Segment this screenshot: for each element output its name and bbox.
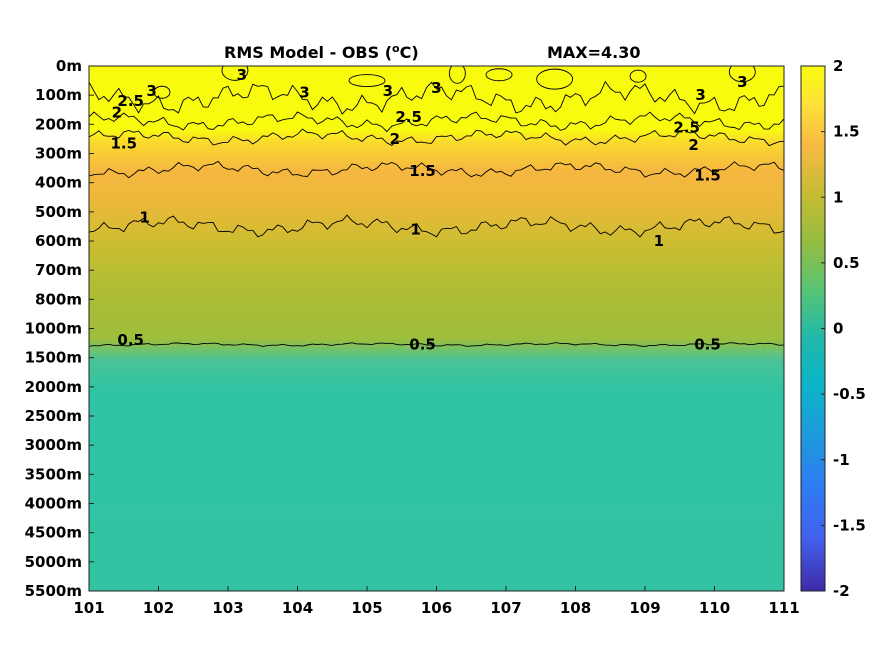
contour-3-cell bbox=[348, 74, 386, 88]
y-tick-label: 0m bbox=[56, 57, 82, 75]
contour-label: 3 bbox=[737, 73, 747, 91]
y-tick-label: 4500m bbox=[25, 524, 82, 542]
x-tick-label: 102 bbox=[143, 599, 174, 617]
contour-label: 3 bbox=[695, 86, 705, 104]
x-axis: 101 102 103 104 105 106 107 108 109 110 111 bbox=[73, 586, 800, 617]
colorbar-tick-label: -0.5 bbox=[833, 385, 866, 403]
y-tick-label: 2000m bbox=[25, 378, 82, 396]
contour-label: 2 bbox=[688, 136, 698, 154]
x-tick-label: 106 bbox=[421, 599, 452, 617]
contour-label: 3 bbox=[237, 66, 247, 84]
chart-max-label: MAX=4.30 bbox=[547, 43, 641, 62]
y-tick-label: 3000m bbox=[25, 436, 82, 454]
x-tick-label: 108 bbox=[560, 599, 591, 617]
colorbar-tick-label: 2 bbox=[833, 57, 843, 75]
y-tick-label: 4000m bbox=[25, 495, 82, 513]
y-tick-label: 1500m bbox=[25, 349, 82, 367]
contour-label: 1.5 bbox=[694, 166, 721, 184]
contour-lines bbox=[89, 66, 784, 347]
contour-3-cell bbox=[629, 69, 647, 83]
contour-1-5 bbox=[89, 160, 784, 179]
x-tick-label: 103 bbox=[212, 599, 243, 617]
y-tick-label: 600m bbox=[35, 232, 82, 250]
y-tick-label: 300m bbox=[35, 145, 82, 163]
contour-2 bbox=[89, 128, 784, 147]
colorbar-ticks: 2 1.5 1 0.5 0 -0.5 -1 -1.5 -2 bbox=[821, 57, 866, 600]
contour-label: 1 bbox=[410, 220, 420, 238]
contour-label: 2.5 bbox=[395, 108, 422, 126]
contour-2-5 bbox=[89, 111, 784, 133]
contour-3-cell bbox=[728, 66, 756, 83]
x-tick-label: 107 bbox=[490, 599, 521, 617]
contour-3 bbox=[89, 80, 784, 115]
y-tick-label: 800m bbox=[35, 290, 82, 308]
colorbar-tick-label: -1.5 bbox=[833, 516, 866, 534]
y-axis: 0m 100m 200m 300m 400m 500m 600m 700m 800m 1000m 1… bbox=[25, 57, 94, 600]
y-tick-label: 2500m bbox=[25, 407, 82, 425]
x-tick-label: 101 bbox=[73, 599, 104, 617]
contour-label: 3 bbox=[431, 79, 441, 97]
contour-label: 1 bbox=[139, 209, 149, 227]
colorbar-tick-label: 0.5 bbox=[833, 254, 860, 272]
contour-0-5 bbox=[89, 342, 784, 347]
colorbar-tick-label: -2 bbox=[833, 582, 850, 600]
x-tick-label: 109 bbox=[629, 599, 660, 617]
contour-3-cell bbox=[221, 66, 249, 81]
colorbar: 2 1.5 1 0.5 0 -0.5 -1 -1.5 -2 bbox=[800, 57, 866, 600]
x-tick-label: 111 bbox=[768, 599, 799, 617]
y-tick-label: 5500m bbox=[25, 582, 82, 600]
x-tick-label: 104 bbox=[282, 599, 313, 617]
contour-3-cell bbox=[536, 68, 574, 90]
contour-label: 0.5 bbox=[694, 336, 721, 354]
colorbar-tick-label: -1 bbox=[833, 451, 850, 469]
contour-label: 1.5 bbox=[110, 134, 137, 152]
y-tick-label: 100m bbox=[35, 86, 82, 104]
contour-label: 1 bbox=[654, 232, 664, 250]
colorbar-tick-label: 1 bbox=[833, 188, 843, 206]
chart-title: RMS Model - OBS (oC) bbox=[224, 42, 419, 62]
contour-1 bbox=[89, 214, 784, 238]
deep-band bbox=[89, 520, 784, 591]
contour-label: 0.5 bbox=[117, 331, 144, 349]
contour-3-cell bbox=[448, 66, 466, 84]
x-tick-label: 110 bbox=[699, 599, 730, 617]
y-tick-label: 500m bbox=[35, 203, 82, 221]
y-tick-label: 700m bbox=[35, 261, 82, 279]
y-tick-label: 5000m bbox=[25, 553, 82, 571]
y-tick-label: 3500m bbox=[25, 465, 82, 483]
contour-3-cell bbox=[485, 68, 513, 82]
y-tick-label: 200m bbox=[35, 115, 82, 133]
x-tick-label: 105 bbox=[351, 599, 382, 617]
y-tick-label: 1000m bbox=[25, 320, 82, 338]
contour-label: 2 bbox=[112, 104, 122, 122]
contour-3-cell bbox=[153, 85, 171, 99]
contour-label: 3 bbox=[146, 82, 156, 100]
contour-label: 2.5 bbox=[117, 92, 144, 110]
colorbar-tick-label: 0 bbox=[833, 320, 843, 338]
colorbar-tick-label: 1.5 bbox=[833, 123, 860, 141]
field-fill bbox=[89, 66, 784, 591]
contour-label: 3 bbox=[299, 83, 309, 101]
contour-label: 0.5 bbox=[409, 336, 436, 354]
contour-label: 2 bbox=[390, 130, 400, 148]
contour-label: 1.5 bbox=[409, 162, 436, 180]
y-tick-label: 400m bbox=[35, 174, 82, 192]
contour-label: 2.5 bbox=[673, 118, 700, 136]
contour-label: 3 bbox=[383, 82, 393, 100]
